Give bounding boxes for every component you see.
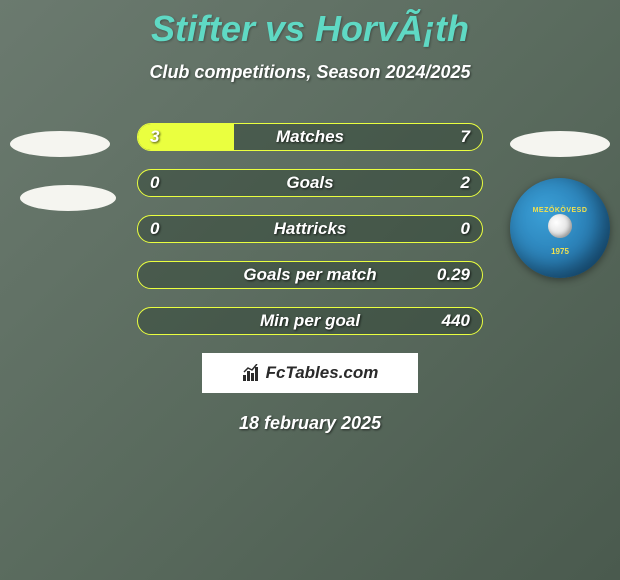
- logo-right: MEZŐKÖVESD 1975: [510, 123, 610, 223]
- logo-left: [10, 123, 110, 223]
- club-crest: MEZŐKÖVESD 1975: [510, 178, 610, 278]
- bar-label: Goals: [286, 173, 333, 193]
- page-title: Stifter vs HorvÃ¡th: [0, 0, 620, 50]
- crest-year: 1975: [551, 247, 569, 256]
- chart-area: MEZŐKÖVESD 1975 3 Matches 7 0 Goals 2 0 Hattric…: [0, 123, 620, 335]
- bar-value-right: 0: [461, 219, 470, 239]
- date: 18 february 2025: [0, 413, 620, 434]
- watermark-text: FcTables.com: [266, 363, 379, 383]
- bar-label: Goals per match: [243, 265, 376, 285]
- bar-row: Goals per match 0.29: [137, 261, 483, 289]
- subtitle: Club competitions, Season 2024/2025: [0, 62, 620, 83]
- bar-row: 0 Hattricks 0: [137, 215, 483, 243]
- logo-left-shape-2: [20, 185, 116, 211]
- bar-value-right: 0.29: [437, 265, 470, 285]
- comparison-bars: 3 Matches 7 0 Goals 2 0 Hattricks 0 Goals per mat…: [137, 123, 483, 335]
- logo-left-shape-1: [10, 131, 110, 157]
- bar-label: Hattricks: [274, 219, 347, 239]
- bar-value-right: 440: [442, 311, 470, 331]
- bar-row: Min per goal 440: [137, 307, 483, 335]
- bar-row: 3 Matches 7: [137, 123, 483, 151]
- bar-value-right: 2: [461, 173, 470, 193]
- bar-label: Min per goal: [260, 311, 360, 331]
- crest-ball-icon: [548, 214, 572, 238]
- watermark-chart-icon: [242, 364, 262, 382]
- logo-right-shape-1: [510, 131, 610, 157]
- bar-value-right: 7: [461, 127, 470, 147]
- bar-value-left: 3: [150, 127, 159, 147]
- crest-top-text: MEZŐKÖVESD: [533, 207, 588, 214]
- bar-label: Matches: [276, 127, 344, 147]
- bar-value-left: 0: [150, 173, 159, 193]
- bar-row: 0 Goals 2: [137, 169, 483, 197]
- watermark: FcTables.com: [202, 353, 418, 393]
- bar-value-left: 0: [150, 219, 159, 239]
